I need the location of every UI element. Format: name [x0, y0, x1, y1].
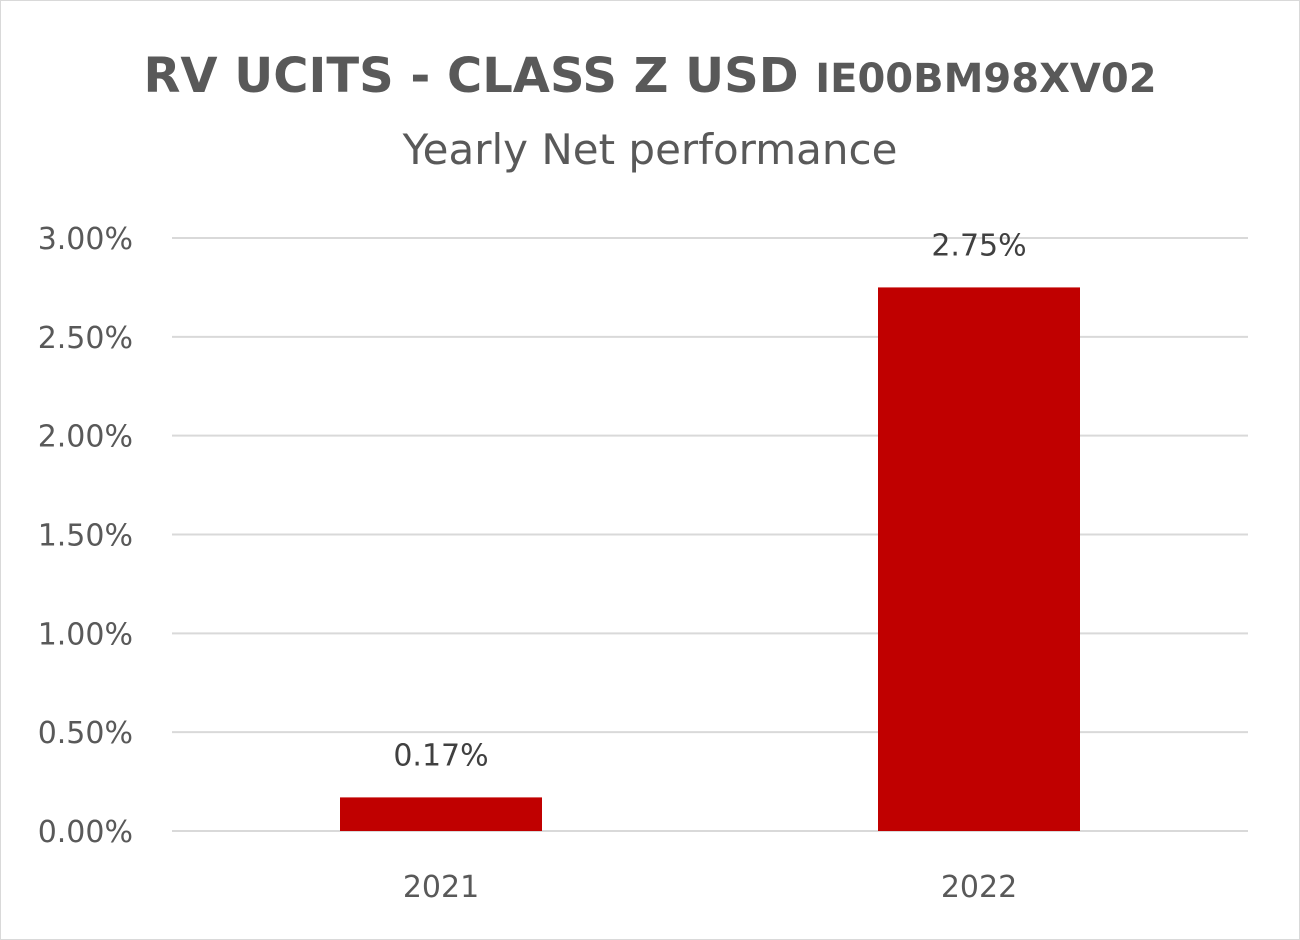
x-tick-label: 2022: [941, 870, 1017, 905]
data-labels: 0.17% 2.75%: [393, 228, 1026, 773]
y-tick-label: 3.00%: [38, 222, 133, 257]
chart-title-code: IE00BM98XV02: [815, 56, 1157, 102]
y-tick-label: 2.00%: [38, 420, 133, 455]
bar-2021: [340, 797, 542, 831]
y-tick-label: 2.50%: [38, 321, 133, 356]
axis-labels: 0.00% 0.50% 1.00% 1.50% 2.00% 2.50% 3.00% 2021 2…: [38, 222, 1017, 905]
bar-2022: [878, 287, 1080, 832]
chart-title-main: RV UCITS - CLASS Z USD: [143, 48, 799, 104]
y-tick-label: 1.00%: [38, 617, 133, 652]
chart-title: RV UCITS - CLASS Z USD IE00BM98XV02: [0, 44, 1300, 111]
data-label: 2.75%: [931, 228, 1026, 263]
x-tick-label: 2021: [403, 870, 479, 905]
y-tick-label: 0.50%: [38, 716, 133, 751]
y-tick-label: 1.50%: [38, 519, 133, 554]
chart-subtitle: Yearly Net performance: [402, 125, 898, 174]
y-tick-label: 0.00%: [38, 815, 133, 850]
bars: [340, 287, 1080, 832]
gridlines: [172, 237, 1248, 832]
data-label: 0.17%: [393, 738, 488, 773]
